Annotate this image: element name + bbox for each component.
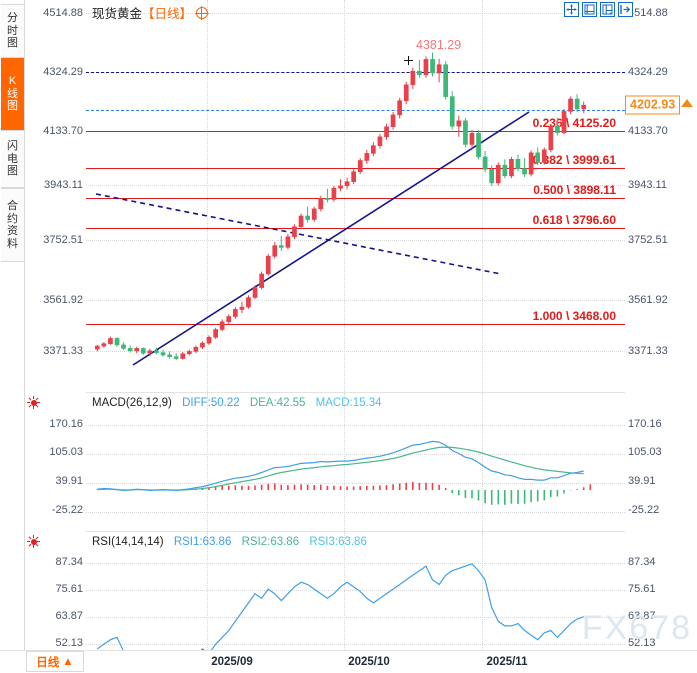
price-axis-right-tick: 3752.51	[628, 234, 668, 246]
arrange-chart-icon-1[interactable]	[582, 2, 597, 17]
price-axis-left-tick: 4133.70	[43, 125, 83, 137]
rsi-panel[interactable]: RSI(14,14,14) RSI1:63.86 RSI2:63.86 RSI3…	[86, 531, 625, 673]
rsi2-value: RSI2:63.86	[241, 536, 300, 548]
chart-title: 现货黄金【日线】	[92, 3, 209, 22]
price-axis-right-tick: 3561.92	[628, 294, 668, 306]
period-selector-label: 日线	[36, 656, 60, 669]
rsi-title: RSI(14,14,14)	[92, 536, 164, 548]
price-axis-left-tick: 3943.11	[44, 179, 83, 191]
price-axis-right-tick: 3371.33	[628, 345, 668, 357]
sidebar-tab-contract-info-label: 合约资料	[7, 200, 18, 250]
fib-label-0236: 0.236 \ 4125.20	[532, 116, 616, 130]
price-axis-left[interactable]: 4514.88 4324.29 4133.70 3943.11 3752.51 …	[25, 0, 86, 673]
last-price-arrow-icon	[681, 99, 693, 107]
macd-settings-sun-icon[interactable]	[27, 396, 40, 409]
time-axis-tick: 2025/11	[486, 656, 528, 668]
macd-axis-left-tick: -25.22	[51, 504, 83, 516]
arrange-chart-icon-2[interactable]	[600, 2, 615, 17]
price-axis-right-tick: 4324.29	[628, 66, 668, 78]
price-axis-left-tick: 4514.88	[43, 7, 83, 19]
rsi3-value: RSI3:63.86	[309, 536, 367, 548]
period-selector-button[interactable]: 日线 ▲	[26, 651, 84, 672]
macd-axis-left-tick: 39.91	[55, 475, 83, 487]
price-axis-left-tick: 3561.92	[43, 294, 83, 306]
rsi-axis-left-tick: 87.34	[55, 556, 83, 568]
macd-legend: MACD(26,12,9) DIFF:50.22 DEA:42.55 MACD:…	[92, 397, 382, 409]
peak-marker-icon	[404, 56, 413, 65]
chart-plot-area[interactable]: 0.236 \ 4125.20 0.382 \ 3999.61 0.500 \ …	[86, 0, 625, 673]
rsi-axis-left-tick: 52.13	[55, 637, 83, 649]
price-axis-left-tick: 3371.33	[43, 345, 83, 357]
move-crosshair-icon[interactable]	[564, 2, 579, 17]
rsi-axis-right-tick: 75.61	[628, 583, 656, 595]
macd-macd-value: MACD:15.34	[315, 397, 382, 409]
price-axis-right-tick: 4514.88	[628, 7, 668, 19]
resistance-dashed-navy	[86, 72, 625, 73]
sidebar-tab-lightning-label: 闪电图	[7, 140, 18, 178]
crosshair-icon[interactable]	[194, 6, 209, 20]
price-panel[interactable]: 0.236 \ 4125.20 0.382 \ 3999.61 0.500 \ …	[86, 0, 625, 392]
sidebar-tab-kline[interactable]: K线图	[1, 58, 24, 130]
price-axis-right-tick: 3943.11	[628, 179, 667, 191]
fib-label-0618: 0.618 \ 3796.60	[532, 213, 616, 227]
sidebar-tab-contract-info[interactable]: 合约资料	[1, 188, 24, 262]
export-chart-icon[interactable]	[618, 2, 633, 17]
macd-axis-right-tick: 105.03	[628, 446, 662, 458]
macd-axis-left-tick: 170.16	[49, 418, 83, 430]
rsi-axis-right-tick: 87.34	[628, 556, 656, 568]
rsi-legend: RSI(14,14,14) RSI1:63.86 RSI2:63.86 RSI3…	[92, 536, 367, 548]
chart-symbol: 现货黄金	[92, 7, 143, 21]
macd-diff-value: DIFF:50.22	[182, 397, 240, 409]
sidebar-tab-timeshare[interactable]: 分时图	[1, 4, 24, 58]
macd-axis-left-tick: 105.03	[49, 446, 83, 458]
sidebar-tab-kline-label: K线图	[7, 75, 18, 113]
time-axis-tick: 2025/09	[211, 656, 253, 668]
price-axis-right[interactable]: 4514.88 4324.29 4133.70 3943.11 3752.51 …	[625, 0, 697, 673]
fib-label-1000: 1.000 \ 3468.00	[532, 309, 616, 323]
resistance-dashed-blue	[86, 110, 625, 111]
macd-axis-right-tick: -25.22	[628, 504, 660, 516]
chart-period: 【日线】	[142, 7, 193, 21]
rsi1-value: RSI1:63.86	[173, 536, 232, 548]
macd-title: MACD(26,12,9)	[92, 397, 172, 409]
rsi-axis-right-tick: 63.87	[628, 610, 656, 622]
peak-high-label: 4381.29	[416, 38, 462, 52]
time-axis[interactable]: 2025/09 2025/10 2025/11	[0, 650, 697, 673]
rsi-axis-left-tick: 75.61	[55, 583, 83, 595]
caret-up-icon: ▲	[62, 655, 74, 668]
chart-toolbar[interactable]	[564, 2, 633, 17]
fib-label-0382: 0.382 \ 3999.61	[532, 153, 616, 167]
rsi-settings-sun-icon[interactable]	[27, 535, 40, 548]
macd-panel[interactable]: MACD(26,12,9) DIFF:50.22 DEA:42.55 MACD:…	[86, 392, 625, 531]
macd-dea-value: DEA:42.55	[249, 397, 306, 409]
sidebar-tab-lightning[interactable]: 闪电图	[1, 130, 24, 188]
time-axis-tick: 2025/10	[348, 656, 390, 668]
fib-label-0500: 0.500 \ 3898.11	[533, 183, 616, 197]
candlestick-series[interactable]	[86, 0, 625, 392]
price-axis-left-tick: 3752.51	[43, 234, 83, 246]
last-price-tag[interactable]: 4202.93	[625, 95, 681, 115]
price-axis-right-tick: 4133.70	[628, 125, 668, 137]
macd-axis-right-tick: 39.91	[628, 475, 656, 487]
rsi-axis-right-tick: 52.13	[628, 637, 656, 649]
rsi-series	[96, 563, 584, 673]
sidebar-tab-timeshare-label: 分时图	[7, 12, 18, 50]
rsi-axis-left-tick: 63.87	[55, 610, 83, 622]
macd-axis-right-tick: 170.16	[628, 418, 662, 430]
sidebar-rail: 分时图 K线图 闪电图 合约资料	[0, 0, 25, 673]
macd-series	[96, 440, 592, 505]
price-axis-left-tick: 4324.29	[43, 66, 83, 78]
